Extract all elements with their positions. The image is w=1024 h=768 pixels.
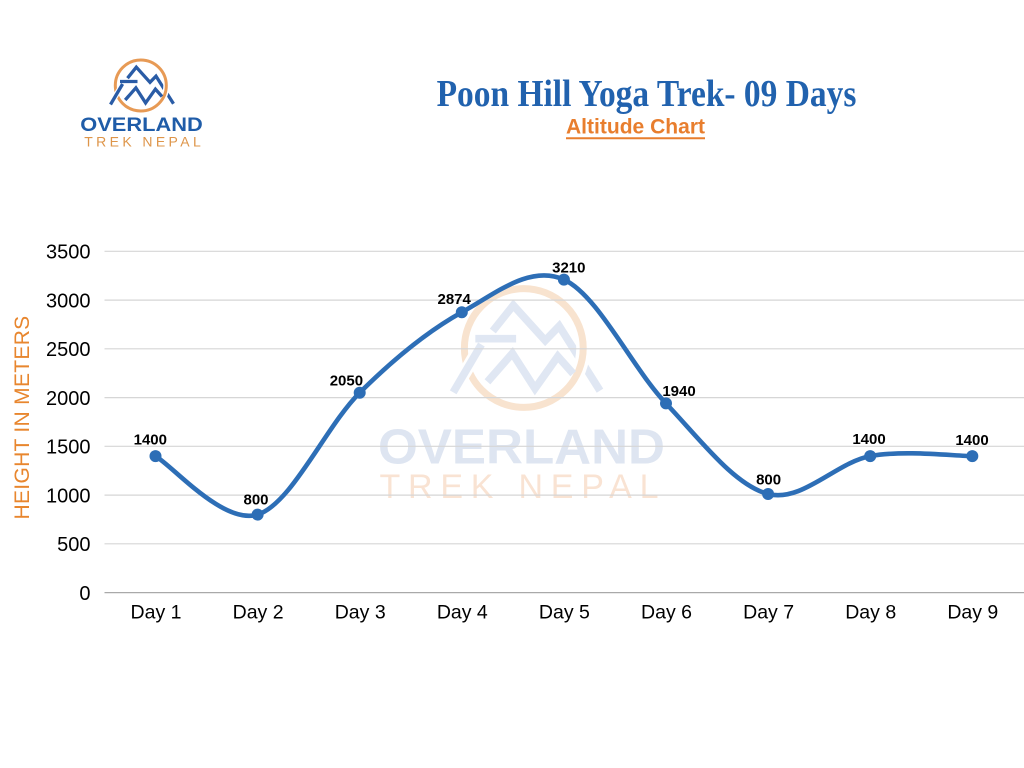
svg-text:Day 1: Day 1	[131, 602, 182, 624]
svg-text:OVERLAND: OVERLAND	[80, 115, 203, 136]
svg-text:TREK NEPAL: TREK NEPAL	[84, 134, 201, 150]
svg-text:Day 7: Day 7	[743, 602, 794, 624]
svg-text:2050: 2050	[330, 372, 363, 389]
svg-text:2500: 2500	[46, 339, 91, 361]
svg-text:1000: 1000	[46, 485, 91, 507]
svg-text:TREK NEPAL: TREK NEPAL	[380, 468, 659, 506]
svg-text:800: 800	[756, 472, 781, 489]
svg-text:500: 500	[57, 534, 90, 556]
svg-text:3210: 3210	[552, 260, 585, 277]
svg-text:Day 5: Day 5	[539, 602, 590, 624]
svg-text:3500: 3500	[46, 242, 91, 264]
svg-text:Day 6: Day 6	[641, 602, 692, 624]
svg-text:2000: 2000	[46, 388, 91, 410]
svg-text:Day 3: Day 3	[335, 602, 386, 624]
svg-text:Altitude Chart: Altitude Chart	[566, 116, 705, 139]
svg-text:1400: 1400	[134, 431, 167, 448]
svg-text:OVERLAND: OVERLAND	[378, 421, 665, 475]
svg-text:1500: 1500	[46, 437, 91, 459]
svg-text:Day 8: Day 8	[845, 602, 896, 624]
svg-text:800: 800	[243, 491, 268, 508]
svg-text:Day 9: Day 9	[947, 602, 998, 624]
svg-text:1940: 1940	[662, 383, 695, 400]
svg-text:3000: 3000	[46, 290, 91, 312]
svg-text:HEIGHT IN METERS: HEIGHT IN METERS	[11, 316, 34, 520]
svg-text:1400: 1400	[955, 432, 988, 449]
svg-text:2874: 2874	[438, 291, 472, 308]
svg-text:0: 0	[79, 583, 90, 605]
svg-text:Day 4: Day 4	[437, 602, 488, 624]
svg-text:Day 2: Day 2	[233, 602, 284, 624]
svg-text:1400: 1400	[852, 431, 885, 448]
svg-text:Poon Hill Yoga Trek- 09 Days: Poon Hill Yoga Trek- 09 Days	[437, 72, 857, 114]
